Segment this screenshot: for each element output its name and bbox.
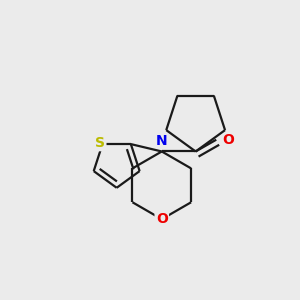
Text: S: S [95, 136, 105, 150]
Text: N: N [156, 134, 168, 148]
Text: O: O [156, 212, 168, 226]
Text: O: O [223, 133, 235, 147]
